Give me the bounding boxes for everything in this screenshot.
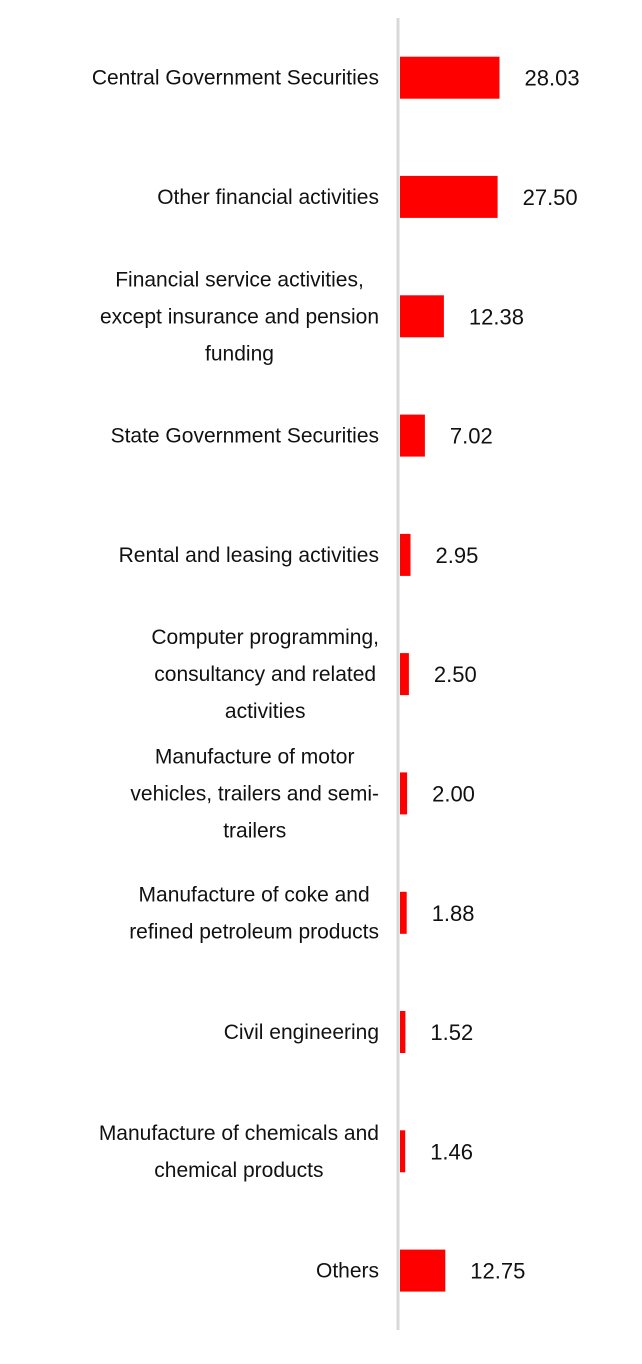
category-label: Manufacture of coke and refined petroleum… bbox=[129, 883, 379, 943]
category-label: Central Government Securities bbox=[92, 67, 379, 90]
category-label: Rental and leasing activities bbox=[119, 544, 379, 567]
category-label: Manufacture of motor vehicles, trailers a… bbox=[130, 745, 379, 842]
category-label: Others bbox=[316, 1260, 379, 1283]
bar bbox=[400, 772, 408, 815]
bar bbox=[400, 295, 444, 338]
category-label-line: activities bbox=[225, 700, 306, 723]
category-label-line: Computer programming, bbox=[151, 626, 379, 649]
category-label-line: refined petroleum products bbox=[129, 920, 379, 943]
data-label: 12.75 bbox=[470, 1259, 525, 1284]
category-label-line: Others bbox=[316, 1260, 379, 1283]
category-label: Financial service activities, except insu… bbox=[100, 268, 379, 365]
bar bbox=[400, 414, 425, 457]
data-label: 7.02 bbox=[450, 424, 493, 449]
category-label-line: State Government Securities bbox=[111, 425, 379, 448]
data-label: 1.46 bbox=[430, 1139, 473, 1164]
category-label-line: Civil engineering bbox=[224, 1021, 379, 1044]
data-label: 2.95 bbox=[436, 543, 479, 568]
category-label-line: chemical products bbox=[154, 1159, 323, 1182]
category-label: Manufacture of chemicals and chemical pro… bbox=[99, 1122, 379, 1182]
category-label-line: funding bbox=[205, 342, 274, 365]
bar bbox=[400, 1011, 406, 1053]
data-label: 1.88 bbox=[432, 901, 475, 926]
bar bbox=[400, 891, 407, 934]
category-label-line: Manufacture of chemicals and bbox=[99, 1122, 379, 1145]
category-label: Computer programming, consultancy and rel… bbox=[151, 626, 379, 723]
bar bbox=[400, 56, 500, 99]
category-label-line: vehicles, trailers and semi- bbox=[130, 782, 379, 805]
category-label-line: consultancy and related bbox=[154, 663, 376, 686]
category-label: Other financial activities bbox=[157, 186, 379, 209]
data-label: 1.52 bbox=[430, 1020, 473, 1045]
data-label: 12.38 bbox=[469, 304, 524, 329]
bar bbox=[400, 1130, 406, 1173]
category-label: State Government Securities bbox=[111, 425, 379, 448]
category-label-line: except insurance and pension bbox=[100, 305, 379, 328]
data-label: 28.03 bbox=[525, 66, 580, 91]
data-label: 27.50 bbox=[523, 185, 578, 210]
category-label-line: trailers bbox=[223, 819, 286, 842]
bar bbox=[400, 175, 498, 218]
category-label-line: Rental and leasing activities bbox=[119, 544, 379, 567]
bar bbox=[400, 533, 411, 576]
bar bbox=[400, 653, 409, 696]
data-label: 2.00 bbox=[432, 781, 475, 806]
category-label-line: Financial service activities, bbox=[115, 268, 364, 291]
category-label-line: Manufacture of coke and bbox=[139, 883, 370, 906]
data-label: 2.50 bbox=[434, 662, 477, 687]
category-label: Civil engineering bbox=[224, 1021, 379, 1044]
category-label-line: Other financial activities bbox=[157, 186, 379, 209]
category-label-line: Manufacture of motor bbox=[155, 745, 355, 768]
category-label-line: Central Government Securities bbox=[92, 67, 379, 90]
bar bbox=[400, 1249, 446, 1292]
